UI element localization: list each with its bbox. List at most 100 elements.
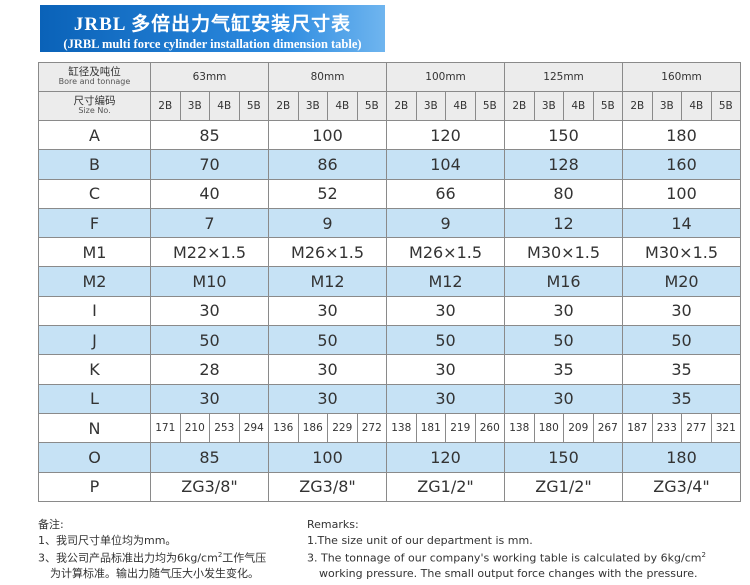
- row-label: M1: [38, 237, 151, 268]
- note-title: 备注:: [38, 518, 64, 531]
- cell: 30: [268, 354, 388, 385]
- table-row: F 7 9 9 12 14: [38, 207, 742, 239]
- row-label: O: [38, 442, 151, 473]
- cell: 120: [386, 442, 506, 473]
- subcolumn-header: 4B: [681, 91, 712, 121]
- cell: M16: [504, 266, 624, 297]
- cell: 70: [149, 149, 270, 180]
- corner-en: Bore and tonnage: [58, 77, 131, 86]
- cell: 50: [268, 325, 388, 356]
- dimension-table: 缸径及吨位 Bore and tonnage 63mm 80mm 100mm 125mm 1…: [38, 62, 742, 502]
- superscript: 2: [217, 551, 223, 559]
- table-row: N 171 210 253 294 136 186 229 272 138 181 219 260 138…: [38, 412, 742, 444]
- cell: 104: [386, 149, 506, 180]
- cell: 30: [268, 383, 388, 414]
- row-label: A: [38, 119, 151, 151]
- cell: 267: [592, 412, 624, 444]
- cell: 30: [268, 295, 388, 327]
- cell: 28: [149, 354, 270, 385]
- row-label: F: [38, 207, 151, 239]
- cell: 128: [504, 149, 624, 180]
- cell: 138: [386, 412, 417, 444]
- cell: 150: [504, 442, 624, 473]
- note-text: 工作气压: [222, 551, 267, 565]
- cell: 180: [622, 119, 742, 151]
- cell: 219: [445, 412, 476, 444]
- cell: M30×1.5: [622, 237, 742, 268]
- note: 3、我公司产品标准出力均为6kg/cm2工作气压: [38, 548, 266, 566]
- cell: 30: [386, 354, 506, 385]
- table-row: K 28 30 30 35 35: [38, 354, 742, 385]
- subcolumn-header: 2B: [504, 91, 535, 121]
- cell: 85: [149, 442, 270, 473]
- cell: ZG1/2": [386, 471, 506, 502]
- notes-en: Remarks: 1.The size unit of our departme…: [307, 517, 706, 582]
- cell: ZG3/4": [622, 471, 742, 502]
- notes-cn: 备注: 1、我司尺寸单位均为mm。 3、我公司产品标准出力均为6kg/cm2工作…: [38, 517, 266, 582]
- cell: M20: [622, 266, 742, 297]
- subcolumn-header: 4B: [209, 91, 240, 121]
- table-row: P ZG3/8" ZG3/8" ZG1/2" ZG1/2" ZG3/4": [38, 471, 742, 502]
- cell: 80: [504, 178, 624, 209]
- cell: 253: [209, 412, 240, 444]
- cell: M12: [268, 266, 388, 297]
- table-row: J 50 50 50 50 50: [38, 325, 742, 356]
- cell: 50: [149, 325, 270, 356]
- cell: ZG3/8": [268, 471, 388, 502]
- note-text: 3. The tonnage of our company's working …: [307, 551, 702, 565]
- note-title: Remarks:: [307, 518, 359, 531]
- subcolumn-header: 5B: [356, 91, 388, 121]
- subcolumn-header: 3B: [533, 91, 565, 121]
- cell: M12: [386, 266, 506, 297]
- row-label: J: [38, 325, 151, 356]
- cell: 210: [179, 412, 210, 444]
- size-header: 80mm: [268, 62, 388, 92]
- cell: 100: [622, 178, 742, 209]
- size-header: 100mm: [386, 62, 506, 92]
- subcolumn-header: 4B: [327, 91, 358, 121]
- row-label: K: [38, 354, 151, 385]
- cell: 35: [622, 354, 742, 385]
- cell: 9: [268, 207, 388, 239]
- subcolumn-header: 3B: [297, 91, 329, 121]
- cell: 294: [238, 412, 270, 444]
- subcolumn-header: 5B: [238, 91, 270, 121]
- table-row: B 70 86 104 128 160: [38, 149, 742, 180]
- subcolumn-header: 5B: [710, 91, 742, 121]
- cell: 14: [622, 207, 742, 239]
- cell: M22×1.5: [149, 237, 270, 268]
- cell: 171: [150, 412, 181, 444]
- cell: 233: [651, 412, 683, 444]
- subcolumn-header: 4B: [445, 91, 476, 121]
- cell: 50: [386, 325, 506, 356]
- subcolumn-header: 3B: [179, 91, 210, 121]
- note: 1.The size unit of our department is mm.: [307, 533, 533, 547]
- cell: 277: [681, 412, 712, 444]
- cell: 30: [504, 295, 624, 327]
- cell: 136: [268, 412, 299, 444]
- note: 为计算标准。输出力随气压大小发生变化。: [50, 567, 259, 581]
- cell: 187: [622, 412, 653, 444]
- cell: 260: [474, 412, 506, 444]
- cell: 30: [386, 383, 506, 414]
- corner-cell: 缸径及吨位 Bore and tonnage: [38, 62, 151, 92]
- corner-cn: 缸径及吨位: [68, 66, 121, 78]
- subcolumn-header: 3B: [415, 91, 447, 121]
- cell: 66: [386, 178, 506, 209]
- size-header: 160mm: [622, 62, 742, 92]
- cell: 35: [622, 383, 742, 414]
- cell: 150: [504, 119, 624, 151]
- row-label: I: [38, 295, 151, 327]
- subcolumn-header: 2B: [150, 91, 181, 121]
- cell: 50: [622, 325, 742, 356]
- cell: 86: [268, 149, 388, 180]
- cell: 181: [415, 412, 447, 444]
- table-row: M1 M22×1.5 M26×1.5 M26×1.5 M30×1.5 M30×1.5: [38, 237, 742, 268]
- row-label: P: [38, 471, 151, 502]
- superscript: 2: [701, 551, 706, 559]
- note: working pressure. The small output force…: [319, 567, 698, 581]
- cell: 30: [149, 295, 270, 327]
- row-label: L: [38, 383, 151, 414]
- cell: 160: [622, 149, 742, 180]
